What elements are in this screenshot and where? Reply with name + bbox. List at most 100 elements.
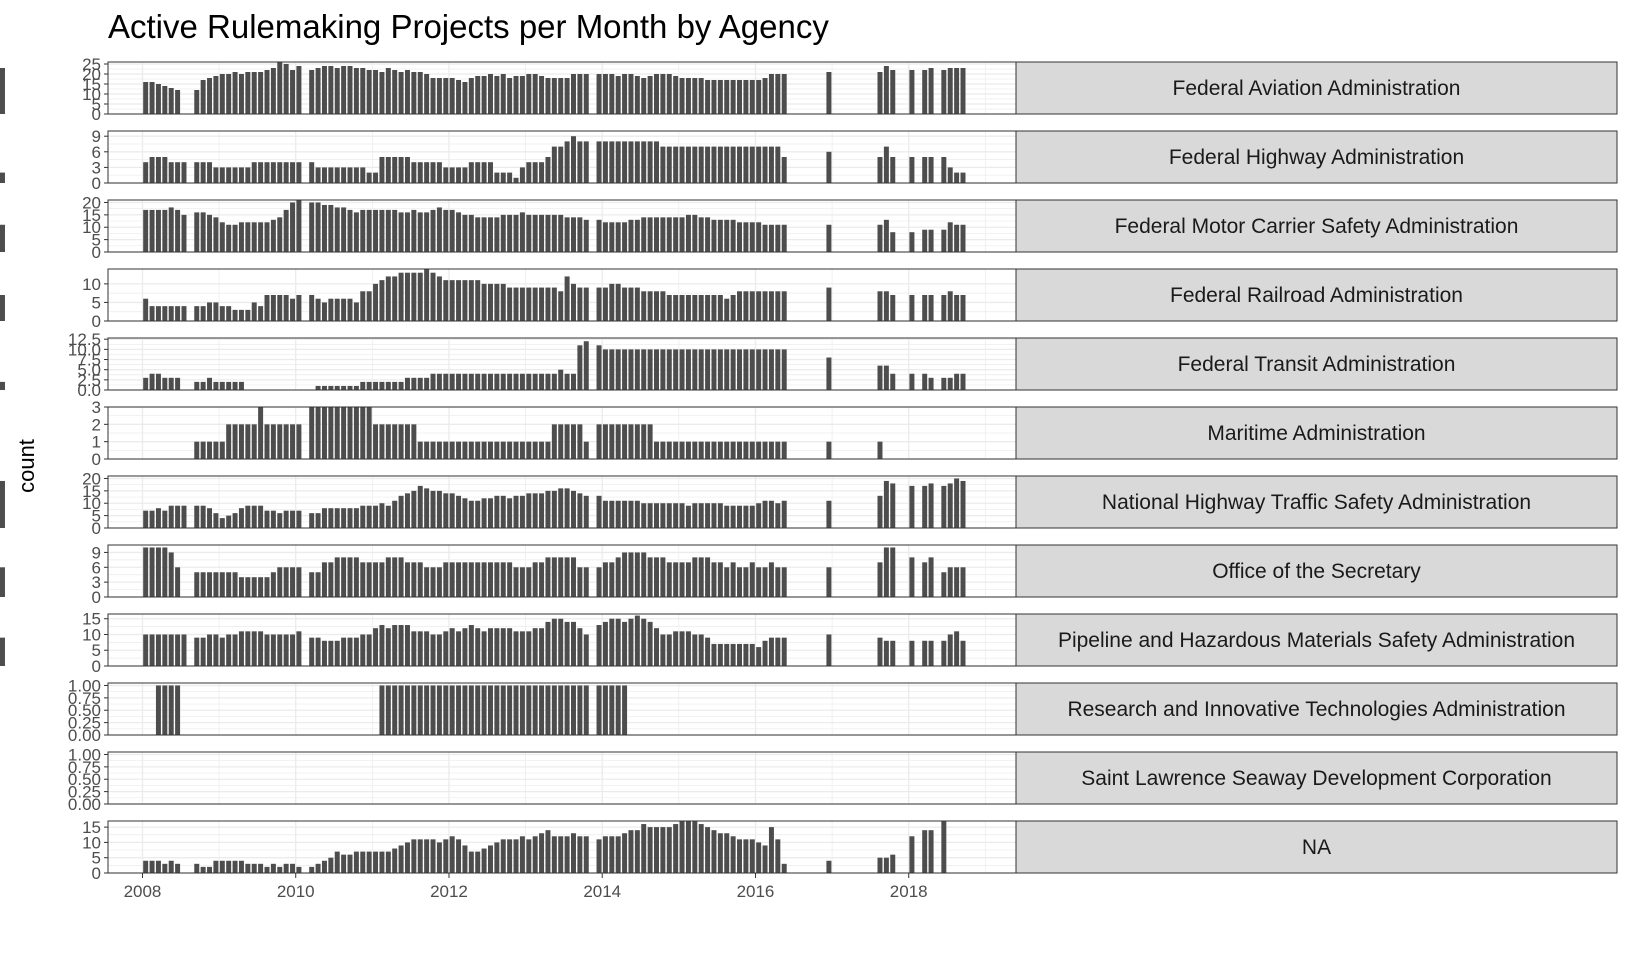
bar — [960, 68, 966, 114]
bar — [494, 562, 500, 597]
bar — [481, 441, 487, 459]
bar — [558, 488, 564, 528]
bar — [162, 510, 168, 528]
bar — [890, 640, 896, 666]
facet-strip-label: National Highway Traffic Safety Administ… — [1102, 491, 1531, 514]
bar — [647, 291, 653, 321]
bar — [705, 146, 711, 183]
bar — [341, 207, 347, 252]
bar — [564, 217, 570, 252]
bar — [487, 685, 493, 735]
bar — [238, 167, 244, 183]
bar — [430, 839, 436, 873]
bar — [443, 167, 449, 183]
bar — [200, 212, 206, 252]
bar — [558, 214, 564, 252]
bar — [194, 505, 200, 528]
bar — [258, 577, 264, 597]
bar — [705, 295, 711, 321]
bar — [168, 207, 174, 252]
bar — [577, 345, 583, 390]
bar — [417, 72, 423, 114]
bar — [149, 306, 155, 321]
bar — [571, 557, 576, 597]
bar — [379, 424, 385, 459]
bar — [481, 848, 487, 873]
bar — [602, 500, 608, 528]
bar — [321, 640, 327, 666]
bar — [462, 167, 468, 183]
bar — [264, 295, 270, 321]
bar — [577, 217, 583, 252]
bar — [175, 634, 181, 666]
bar — [181, 306, 187, 321]
bar — [539, 441, 545, 459]
bar — [577, 287, 583, 321]
bar — [768, 349, 774, 391]
bar — [443, 441, 449, 459]
bar — [539, 76, 545, 114]
bar — [411, 72, 417, 114]
bar — [711, 503, 717, 528]
bar — [922, 70, 928, 114]
bar — [430, 685, 436, 735]
bar — [711, 643, 717, 666]
bar — [519, 441, 525, 459]
bar — [526, 214, 532, 252]
bar — [666, 562, 672, 597]
y-tick-label: 3 — [92, 573, 101, 592]
bar — [411, 839, 417, 873]
bar — [168, 685, 174, 735]
bar — [443, 78, 449, 114]
y-tick-label: 0.75 — [68, 689, 101, 708]
bar — [768, 562, 774, 597]
bar — [749, 291, 755, 321]
y-tick-label: 6 — [92, 143, 101, 162]
bar — [449, 562, 455, 597]
bar — [749, 839, 755, 873]
bar — [615, 685, 621, 735]
bar — [162, 685, 168, 735]
bar — [468, 851, 474, 873]
bar — [615, 557, 621, 597]
bar — [143, 860, 149, 873]
bar — [500, 283, 506, 321]
bar — [737, 839, 742, 873]
bar — [743, 643, 749, 666]
bar — [679, 441, 685, 459]
bar — [673, 824, 679, 873]
bar — [162, 863, 168, 873]
bar — [602, 287, 608, 321]
bar — [749, 146, 755, 183]
bar — [634, 349, 640, 391]
bar — [226, 634, 232, 666]
bar — [781, 224, 787, 252]
bar — [436, 207, 442, 252]
bar — [347, 407, 353, 459]
bar — [634, 219, 640, 252]
bar — [545, 685, 551, 735]
bar — [679, 631, 685, 666]
bar — [615, 836, 621, 873]
bar — [673, 503, 679, 528]
x-tick-label: 2010 — [277, 882, 315, 901]
x-tick-label: 2012 — [430, 882, 468, 901]
bar — [717, 349, 723, 391]
bar — [564, 276, 570, 321]
bar — [532, 74, 538, 114]
facet-strip — [1015, 544, 1618, 598]
bar — [724, 80, 730, 114]
bar — [647, 557, 653, 597]
bar — [685, 349, 691, 391]
y-tick-label: 0.0 — [77, 381, 101, 400]
bar — [513, 839, 519, 873]
bar — [743, 349, 749, 391]
bar — [392, 381, 398, 391]
bar — [385, 685, 391, 735]
bar — [673, 631, 679, 666]
bar — [251, 222, 257, 252]
bar — [226, 224, 232, 252]
